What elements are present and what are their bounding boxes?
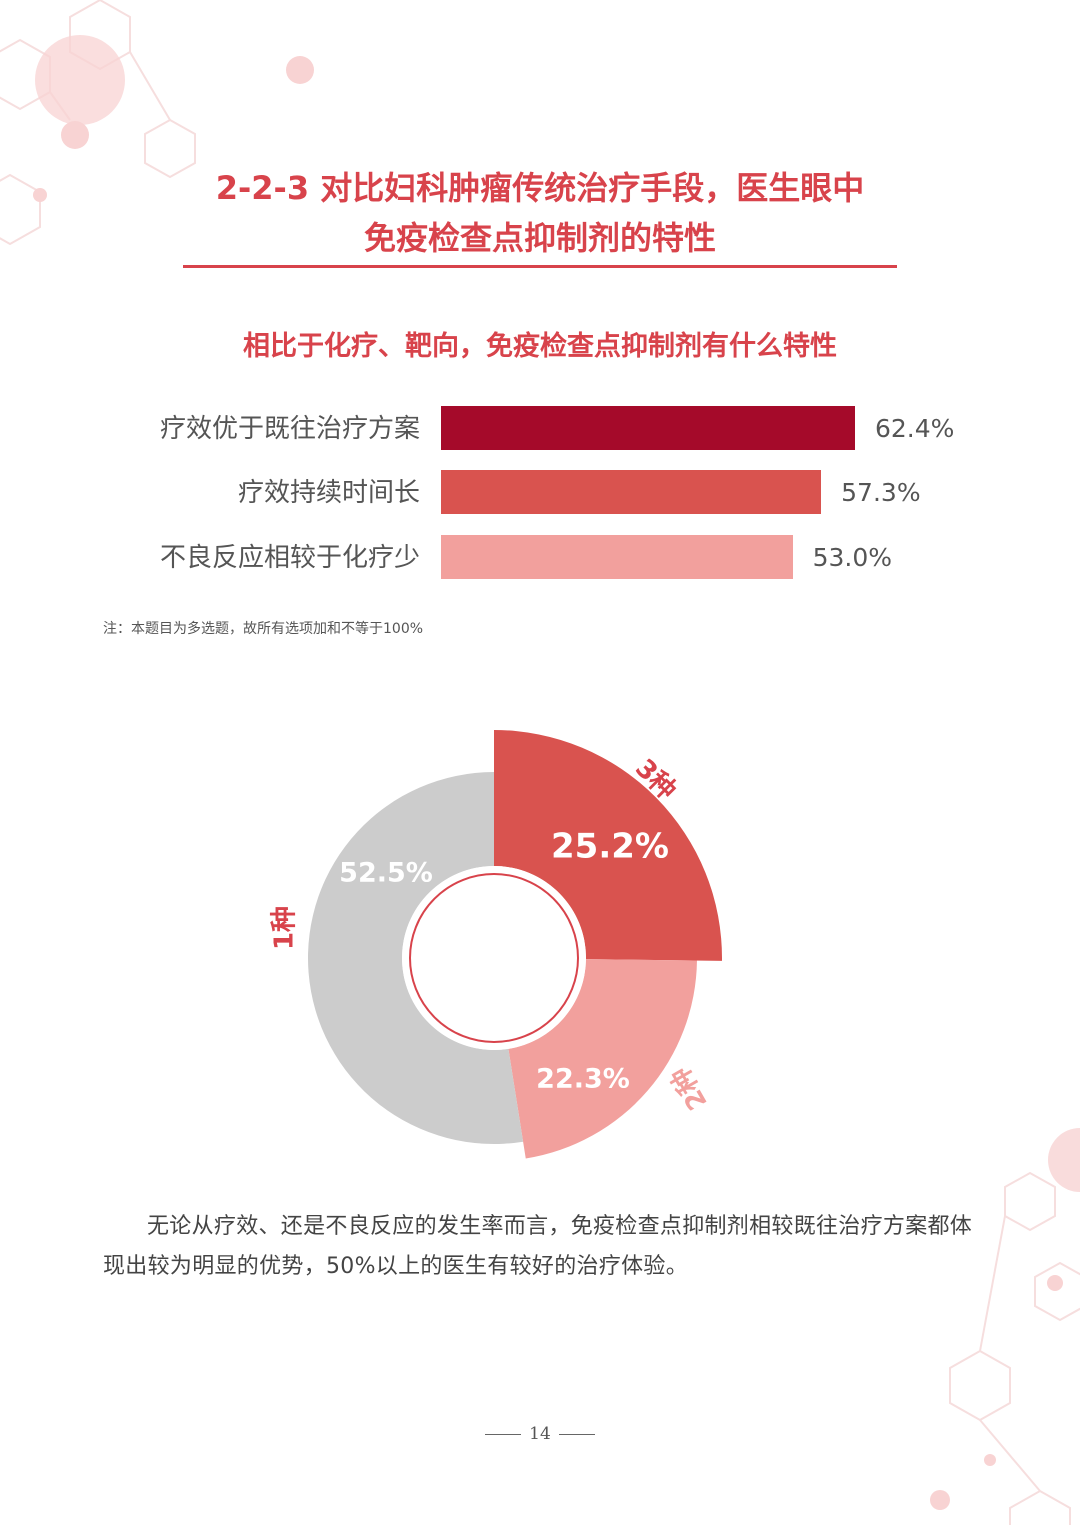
donut-inner-ring: [409, 873, 579, 1043]
page-title-line-1: 2-2-3 对比妇科肿瘤传统治疗手段，医生眼中: [215, 169, 865, 207]
bar-category-label: 疗效优于既往治疗方案: [159, 414, 420, 444]
donut-slice: [308, 772, 524, 1144]
page-number-dash-right: [558, 1434, 595, 1435]
donut-value-label: 52.5%: [339, 858, 433, 889]
bar: [441, 535, 793, 579]
donut-slice: [508, 959, 697, 1159]
bar-row: 疗效优于既往治疗方案 62.4%: [0, 406, 1080, 452]
donut-category-label: 2种: [666, 1062, 714, 1115]
bar-category-label: 疗效持续时间长: [237, 478, 420, 508]
body-paragraph: 无论从疗效、还是不良反应的发生率而言，免疫检查点抑制剂相较既往治疗方案都体现出较…: [103, 1214, 973, 1279]
donut-hole: [402, 866, 586, 1050]
bar-value-label: 53.0%: [812, 543, 893, 572]
donut-slice: [494, 730, 723, 961]
bar: [441, 470, 822, 514]
title-divider: [183, 265, 897, 268]
bar-category-label: 不良反应相较于化疗少: [159, 543, 420, 573]
footnote: 注：本题目为多选题，故所有选项加和不等于100%: [103, 621, 424, 637]
bar-value-label: 62.4%: [875, 414, 955, 443]
page-number-dash-left: [485, 1434, 522, 1435]
donut-category-label: 1种: [270, 906, 300, 950]
bar-row: 不良反应相较于化疗少 53.0%: [0, 535, 1080, 581]
bar: [441, 406, 855, 450]
bar-chart-title: 相比于化疗、靶向，免疫检查点抑制剂有什么特性: [243, 331, 837, 362]
page-number: 14: [0, 1422, 1080, 1446]
bar-value-label: 57.3%: [841, 478, 921, 507]
donut-value-label: 25.2%: [551, 827, 669, 867]
page-title-line-2: 免疫检查点抑制剂的特性: [363, 219, 716, 257]
bar-row: 疗效持续时间长 57.3%: [0, 470, 1080, 516]
donut-value-label: 22.3%: [536, 1064, 630, 1095]
page-number-text: 14: [529, 1424, 551, 1444]
